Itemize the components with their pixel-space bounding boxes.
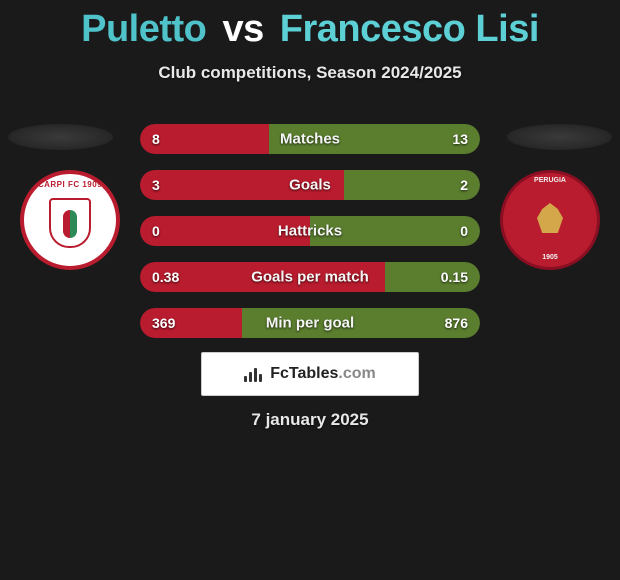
crest-shadow-left (8, 124, 113, 150)
season-subtitle: Club competitions, Season 2024/2025 (0, 63, 620, 83)
stat-bar-row: 3 2 Goals (140, 170, 480, 200)
attribution-text: FcTables.com (270, 365, 376, 383)
bar-stat-label: Goals per match (251, 269, 369, 286)
attribution-card: FcTables.com (201, 352, 419, 396)
crest-right-top-text: PERUGIA (534, 177, 566, 184)
bar-stat-label: Hattricks (278, 223, 342, 240)
club-crest-left: CARPI FC 1909 (20, 170, 120, 270)
bar-stat-label: Min per goal (266, 315, 354, 332)
bar-stat-label: Matches (280, 131, 340, 148)
bar-right-value: 0 (460, 223, 468, 239)
bar-left-value: 0.38 (152, 269, 179, 285)
player2-name: Francesco Lisi (280, 8, 539, 50)
bar-right-value: 0.15 (441, 269, 468, 285)
player1-name: Puletto (81, 8, 206, 50)
bar-chart-icon (244, 366, 264, 382)
bar-left-value: 369 (152, 315, 175, 331)
bar-left-value: 8 (152, 131, 160, 147)
vs-separator: vs (222, 8, 263, 50)
crest-left-text: CARPI FC 1909 (38, 180, 102, 189)
crest-left-shield-icon (49, 198, 91, 248)
brand-rest: Tables (289, 365, 339, 382)
stat-bar-row: 8 13 Matches (140, 124, 480, 154)
crest-shadow-right (507, 124, 612, 150)
comparison-title: Puletto vs Francesco Lisi (0, 0, 620, 51)
stat-bar-row: 0 0 Hattricks (140, 216, 480, 246)
brand-prefix: Fc (270, 365, 289, 382)
club-crest-right: PERUGIA 1905 (500, 170, 600, 270)
crest-right-bottom-text: 1905 (542, 254, 558, 261)
bar-stat-label: Goals (289, 177, 331, 194)
bar-right-value: 13 (452, 131, 468, 147)
stat-bar-row: 369 876 Min per goal (140, 308, 480, 338)
date-text: 7 january 2025 (251, 410, 368, 430)
bar-left-value: 0 (152, 223, 160, 239)
bar-left-value: 3 (152, 177, 160, 193)
bar-right-value: 876 (445, 315, 468, 331)
crest-right-griffin-icon (525, 195, 575, 245)
bar-right-value: 2 (460, 177, 468, 193)
brand-suffix: .com (338, 365, 375, 382)
comparison-bars: 8 13 Matches 3 2 Goals 0 0 Hattricks 0.38 0.15 Goal… (140, 124, 480, 354)
stat-bar-row: 0.38 0.15 Goals per match (140, 262, 480, 292)
